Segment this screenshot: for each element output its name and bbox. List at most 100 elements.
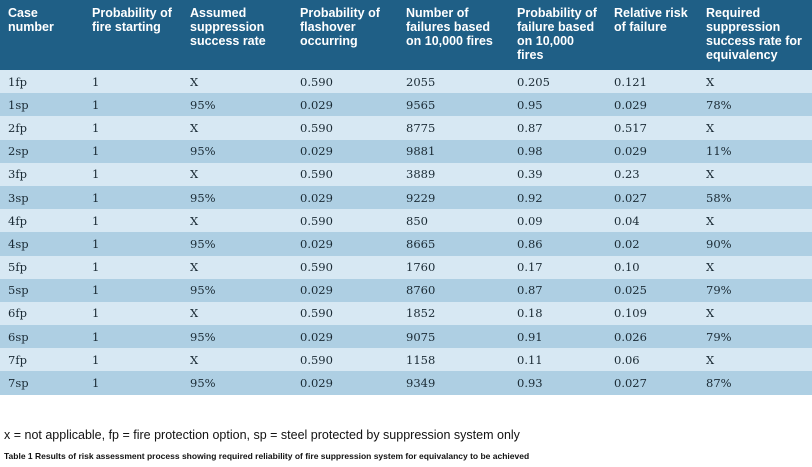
table-cell: 1 (84, 116, 182, 140)
table-cell: 0.029 (292, 139, 398, 163)
table-cell: 0.026 (606, 325, 698, 349)
table-cell: X (698, 209, 812, 233)
table-cell: 0.205 (509, 70, 606, 94)
table-cell: 1 (84, 255, 182, 279)
table-cell: 0.87 (509, 116, 606, 140)
header-row: Case number Probability of fire starting A… (0, 0, 812, 70)
table-cell: 0.86 (509, 232, 606, 256)
column-header: Number of failures based on 10,000 fires (398, 0, 509, 70)
table-cell: 2sp (0, 139, 84, 163)
table-cell: 2fp (0, 116, 84, 140)
table-cell: 6fp (0, 301, 84, 326)
table-cell: X (182, 70, 292, 94)
table-cell: 1 (84, 371, 182, 395)
table-cell: X (698, 255, 812, 279)
table-cell: 1 (84, 162, 182, 186)
table-cell: 95% (182, 232, 292, 256)
table-row: 6fp 1 X 0.590 1852 0.18 0.109 X (0, 301, 812, 326)
table-row: 7fp 1 X 0.590 1158 0.11 0.06 X (0, 348, 812, 372)
table-cell: 0.06 (606, 348, 698, 372)
table-cell: 79% (698, 325, 812, 349)
table-cell: 0.517 (606, 116, 698, 140)
table-row: 4sp 1 95% 0.029 8665 0.86 0.02 90% (0, 232, 812, 256)
table-cell: 0.11 (509, 348, 606, 372)
table-cell: 0.029 (292, 185, 398, 210)
table-row: 3fp 1 X 0.590 3889 0.39 0.23 X (0, 162, 812, 186)
table-cell: 4fp (0, 209, 84, 233)
table-cell: 0.18 (509, 301, 606, 326)
table-cell: 1 (84, 278, 182, 302)
table-cell: 95% (182, 139, 292, 163)
table-cell: 0.590 (292, 209, 398, 233)
table-cell: 9881 (398, 139, 509, 163)
table-row: 5fp 1 X 0.590 1760 0.17 0.10 X (0, 255, 812, 279)
table-cell: 11% (698, 139, 812, 163)
table-cell: 5fp (0, 255, 84, 279)
table-cell: 58% (698, 185, 812, 210)
table-cell: X (698, 348, 812, 372)
table-cell: 1 (84, 232, 182, 256)
table-cell: X (182, 116, 292, 140)
table-cell: 850 (398, 209, 509, 233)
table-cell: 1sp (0, 93, 84, 117)
table-row: 5sp 1 95% 0.029 8760 0.87 0.025 79% (0, 278, 812, 302)
table-cell: 0.029 (292, 371, 398, 395)
table-cell: 95% (182, 278, 292, 302)
table-caption: Table 1 Results of risk assessment proce… (4, 451, 530, 461)
table-cell: 1 (84, 185, 182, 210)
table-cell: 0.590 (292, 255, 398, 279)
table-cell: 1 (84, 139, 182, 163)
table-cell: 3fp (0, 162, 84, 186)
table-cell: 0.93 (509, 371, 606, 395)
table-cell: 2055 (398, 70, 509, 94)
table-cell: X (182, 209, 292, 233)
table-cell: 1 (84, 348, 182, 372)
table-cell: 0.029 (606, 93, 698, 117)
table-cell: 8775 (398, 116, 509, 140)
table-cell: 0.025 (606, 278, 698, 302)
table-cell: 95% (182, 93, 292, 117)
table-row: 3sp 1 95% 0.029 9229 0.92 0.027 58% (0, 185, 812, 210)
table-cell: 4sp (0, 232, 84, 256)
table-cell: 0.590 (292, 70, 398, 94)
table-cell: 0.109 (606, 301, 698, 326)
table-cell: 8665 (398, 232, 509, 256)
table-row: 4fp 1 X 0.590 850 0.09 0.04 X (0, 209, 812, 233)
column-header: Probability of failure based on 10,000 f… (509, 0, 606, 70)
table-cell: X (182, 348, 292, 372)
table-cell: 1158 (398, 348, 509, 372)
column-header: Probability of fire starting (84, 0, 182, 70)
column-header: Case number (0, 0, 84, 70)
table-cell: 9565 (398, 93, 509, 117)
table-cell: 90% (698, 232, 812, 256)
table-cell: 0.87 (509, 278, 606, 302)
table-cell: 1 (84, 301, 182, 326)
table-row: 1sp 1 95% 0.029 9565 0.95 0.029 78% (0, 93, 812, 117)
table-cell: 1 (84, 325, 182, 349)
table-cell: 95% (182, 371, 292, 395)
table-cell: 0.17 (509, 255, 606, 279)
table-cell: X (698, 116, 812, 140)
column-header: Assumed suppression success rate (182, 0, 292, 70)
table-cell: 5sp (0, 278, 84, 302)
table-cell: 6sp (0, 325, 84, 349)
table-cell: 0.027 (606, 371, 698, 395)
table-cell: 0.95 (509, 93, 606, 117)
table-cell: 0.029 (292, 232, 398, 256)
table-row: 1fp 1 X 0.590 2055 0.205 0.121 X (0, 70, 812, 94)
table-cell: 95% (182, 185, 292, 210)
table-cell: 0.590 (292, 301, 398, 326)
table-cell: 9349 (398, 371, 509, 395)
table-cell: 0.04 (606, 209, 698, 233)
table-cell: 1760 (398, 255, 509, 279)
table-row: 2fp 1 X 0.590 8775 0.87 0.517 X (0, 116, 812, 140)
table-cell: 7sp (0, 371, 84, 395)
table-cell: 0.09 (509, 209, 606, 233)
table-cell: 78% (698, 93, 812, 117)
column-header: Required suppression success rate for eq… (698, 0, 812, 70)
table-cell: 9075 (398, 325, 509, 349)
table-cell: 0.92 (509, 185, 606, 210)
column-header: Probability of flashover occurring (292, 0, 398, 70)
table-cell: 95% (182, 325, 292, 349)
table-body: 1fp 1 X 0.590 2055 0.205 0.121 X 1sp 1 95% 0.029 956… (0, 70, 812, 395)
